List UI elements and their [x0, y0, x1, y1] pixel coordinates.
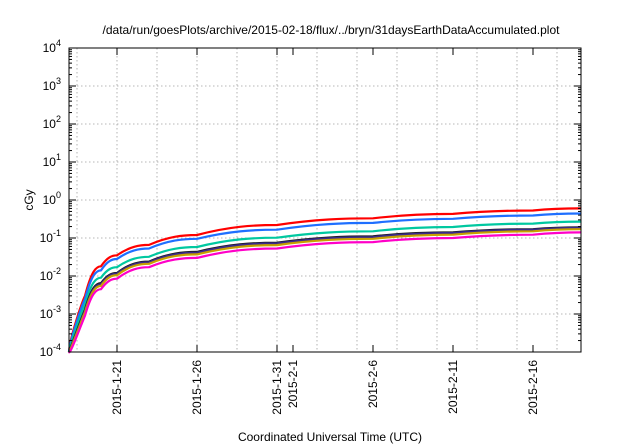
y-tick-exponent: -4: [53, 342, 61, 352]
y-tick-label: 10-4: [40, 342, 61, 359]
series-line: [67, 207, 582, 353]
chart-title: /data/run/goesPlots/archive/2015-02-18/f…: [103, 23, 561, 37]
x-tick-label: 2015-1-21: [110, 360, 124, 415]
x-tick-label: 2015-2-11: [446, 360, 460, 414]
y-tick-label: 101: [43, 152, 61, 169]
x-tick-label: 2015-2-6: [366, 360, 380, 408]
y-tick-exponent: 0: [56, 190, 61, 200]
y-tick-exponent: -2: [53, 266, 61, 276]
grid: [69, 48, 581, 352]
y-tick-exponent: 2: [56, 114, 61, 124]
y-tick-exponent: 4: [56, 38, 61, 48]
y-tick-exponent: -3: [53, 304, 61, 314]
series-lines: [67, 207, 582, 354]
y-tick-exponent: -1: [53, 228, 61, 238]
x-ticks: 2015-1-21 2015-1-26 2015-1-31 2015-2-1 2015-…: [110, 360, 540, 415]
series-line: [67, 228, 582, 354]
y-tick-label: 100: [43, 190, 61, 207]
series-line: [68, 226, 582, 353]
y-tick-label: 10-3: [40, 304, 61, 321]
x-axis-label: Coordinated Universal Time (UTC): [238, 430, 422, 444]
x-tick-label: 2015-1-31: [270, 360, 284, 415]
y-tick-exponent: 3: [56, 76, 61, 86]
y-tick-exponent: 1: [56, 152, 61, 162]
y-tick-label: 102: [43, 114, 61, 131]
y-tick-label: 10-1: [40, 228, 61, 245]
y-tick-label: 103: [43, 76, 61, 93]
x-tick-label: 2015-1-26: [190, 360, 204, 415]
y-axis-label: cGy: [22, 189, 36, 210]
x-tick-label: 2015-2-16: [526, 360, 540, 415]
series-line: [67, 231, 582, 354]
series-line: [67, 212, 582, 353]
y-tick-label: 10-2: [40, 266, 61, 283]
y-tick-label: 104: [43, 38, 61, 55]
x-tick-label: 2015-2-1: [286, 360, 300, 408]
series-line: [67, 220, 582, 353]
